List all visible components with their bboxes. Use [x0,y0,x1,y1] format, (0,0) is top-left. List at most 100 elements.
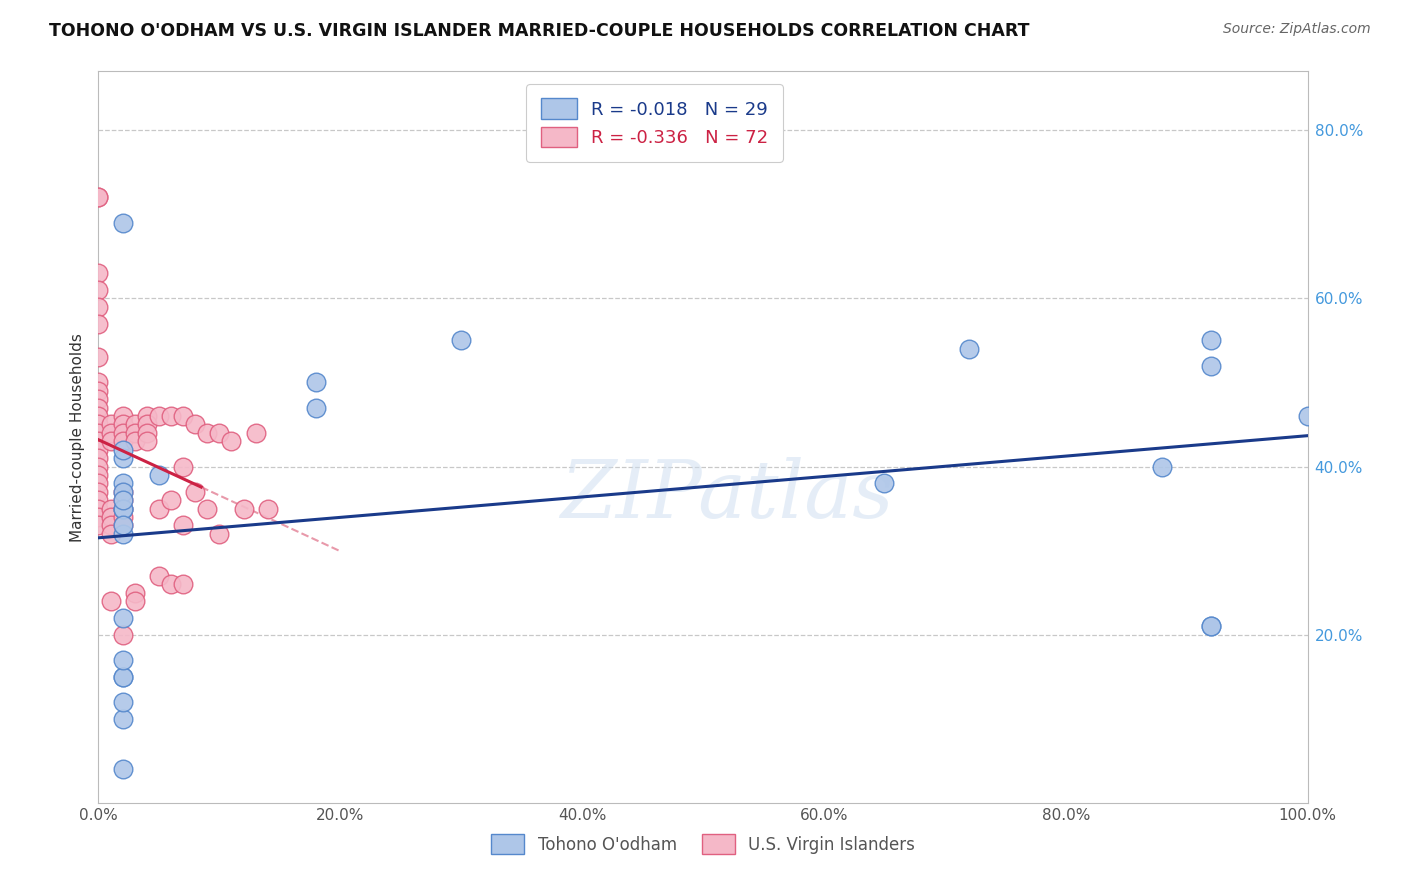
Point [172,409,194,423]
Point [87,417,110,432]
Point [256,501,278,516]
Point [100,518,122,533]
Point [111,510,134,524]
Point [160,577,183,591]
Point [135,417,157,432]
Point [450,334,472,348]
Point [87,392,110,407]
Point [111,518,134,533]
Point [100,501,122,516]
Point [111,670,134,684]
Point [172,459,194,474]
Point [87,484,110,499]
Point [208,425,231,440]
Text: ZIPatlas: ZIPatlas [561,457,894,534]
Point [305,401,328,415]
Point [124,417,146,432]
Point [87,476,110,491]
Point [111,501,134,516]
Point [111,653,134,667]
Point [87,442,110,457]
Point [87,401,110,415]
Point [111,493,134,508]
Point [87,501,110,516]
Point [100,526,122,541]
Point [111,712,134,726]
Point [87,190,110,204]
Point [1199,619,1222,633]
Point [111,762,134,776]
Point [184,417,207,432]
Point [87,518,110,533]
Text: TOHONO O'ODHAM VS U.S. VIRGIN ISLANDER MARRIED-COUPLE HOUSEHOLDS CORRELATION CHA: TOHONO O'ODHAM VS U.S. VIRGIN ISLANDER M… [49,22,1029,40]
Point [124,434,146,449]
Point [111,627,134,641]
Text: Source: ZipAtlas.com: Source: ZipAtlas.com [1223,22,1371,37]
Point [100,434,122,449]
Point [305,376,328,390]
Point [111,611,134,625]
Point [87,266,110,280]
Point [87,190,110,204]
Point [1199,619,1222,633]
Point [87,459,110,474]
Point [1296,409,1319,423]
Point [87,510,110,524]
Point [111,425,134,440]
Point [111,526,134,541]
Point [111,518,134,533]
Point [111,484,134,499]
Point [195,501,218,516]
Point [195,425,218,440]
Point [135,434,157,449]
Point [100,510,122,524]
Point [160,493,183,508]
Point [111,493,134,508]
Point [111,216,134,230]
Point [111,476,134,491]
Point [87,451,110,466]
Point [111,501,134,516]
Point [111,484,134,499]
Point [111,695,134,709]
Point [87,425,110,440]
Point [100,425,122,440]
Point [184,484,207,499]
Point [124,585,146,599]
Point [148,569,170,583]
Point [87,467,110,482]
Point [111,501,134,516]
Point [957,342,980,356]
Point [111,409,134,423]
Point [87,493,110,508]
Point [111,434,134,449]
Y-axis label: Married-couple Households: Married-couple Households [70,333,86,541]
Point [1152,459,1174,474]
Point [873,476,896,491]
Point [1199,334,1222,348]
Point [87,409,110,423]
Point [87,350,110,364]
Point [135,425,157,440]
Point [232,501,254,516]
Point [148,467,170,482]
Point [87,376,110,390]
Point [172,577,194,591]
Point [87,300,110,314]
Point [111,451,134,466]
Point [87,283,110,297]
Point [100,417,122,432]
Point [221,434,243,449]
Point [87,434,110,449]
Point [87,384,110,398]
Point [1199,359,1222,373]
Point [124,425,146,440]
Point [208,526,231,541]
Point [172,518,194,533]
Point [111,670,134,684]
Point [111,442,134,457]
Point [245,425,267,440]
Point [124,594,146,608]
Point [100,594,122,608]
Point [111,417,134,432]
